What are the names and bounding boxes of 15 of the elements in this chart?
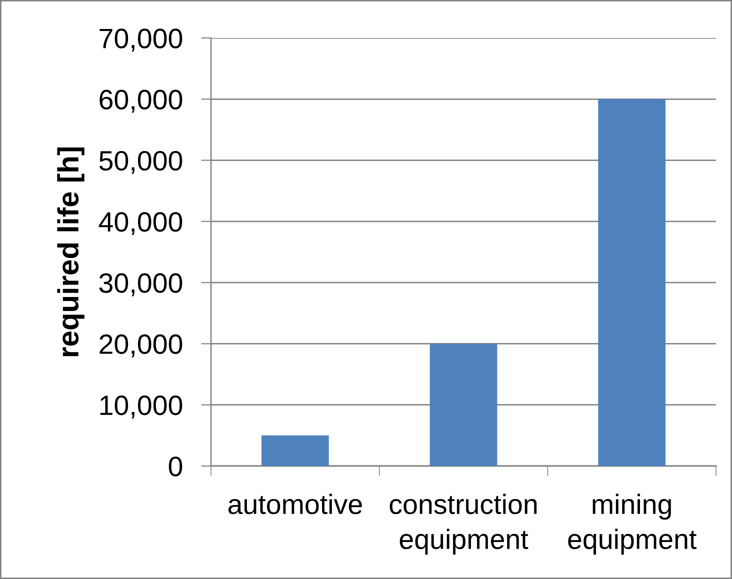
bar <box>598 99 666 466</box>
y-tick-label: 10,000 <box>100 396 182 418</box>
y-tick-label: 50,000 <box>99 150 182 174</box>
bar <box>430 344 498 466</box>
y-tick-label: 40,000 <box>98 212 182 236</box>
y-axis-title: required life [h] <box>57 147 84 356</box>
y-tick-label: 70,000 <box>100 28 182 52</box>
y-tick-label: 30,000 <box>99 273 182 296</box>
y-tick-label: 20,000 <box>100 334 182 358</box>
bar <box>262 435 329 466</box>
x-tick-label: mining equipment <box>568 494 696 555</box>
x-tick-label: construction equipment <box>390 494 537 555</box>
y-tick-label: 60,000 <box>100 90 182 113</box>
x-tick-label: automotive <box>228 494 362 514</box>
y-tick-label: 0 <box>168 456 182 476</box>
